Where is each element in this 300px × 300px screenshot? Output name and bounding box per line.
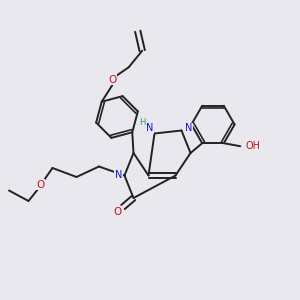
- Text: N: N: [185, 123, 193, 133]
- Text: O: O: [113, 207, 122, 218]
- Text: N: N: [146, 123, 154, 133]
- Text: O: O: [108, 75, 116, 85]
- Text: N: N: [115, 170, 122, 181]
- Text: H: H: [139, 118, 145, 127]
- Text: O: O: [36, 179, 45, 190]
- Text: OH: OH: [246, 141, 261, 151]
